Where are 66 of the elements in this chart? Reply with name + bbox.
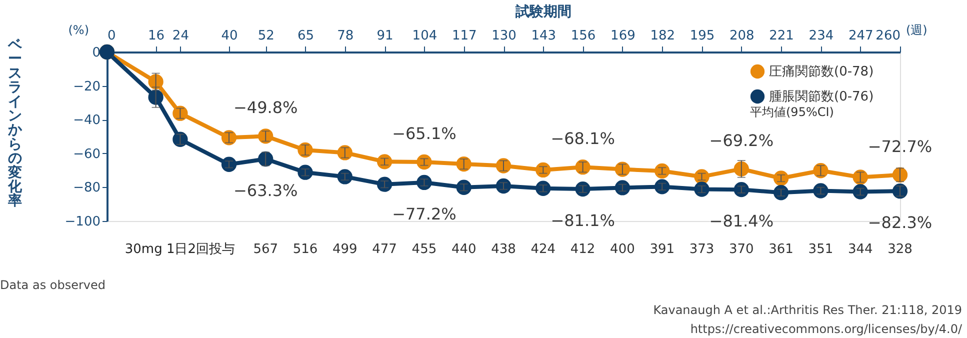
x-tick-label: 104: [412, 28, 438, 44]
legend-label: 腫脹関節数(0-76): [769, 90, 874, 104]
y-tick-label: −60: [73, 146, 100, 162]
text: 438: [491, 242, 516, 257]
point: [734, 161, 749, 177]
text: 567: [253, 242, 278, 257]
data-label: −77.2%: [392, 204, 456, 224]
x-tick-label: 247: [848, 28, 874, 44]
y-tick-label: −20: [73, 79, 100, 94]
x-tick-label: 195: [690, 28, 715, 44]
data-label: −63.3%: [233, 180, 298, 200]
data-label: −65.1%: [392, 124, 456, 144]
x-tick-label: 16: [148, 28, 165, 44]
text: 455: [412, 242, 437, 257]
text: 400: [610, 242, 635, 257]
x-tick-label: 156: [570, 28, 596, 44]
legend-label: 圧痛関節数(0-78): [769, 64, 874, 80]
text: 440: [451, 242, 476, 257]
text: 351: [808, 242, 834, 257]
x-tick-label: 130: [492, 28, 516, 44]
x-tick-label: 260: [876, 28, 900, 44]
text: 328: [888, 242, 912, 257]
text: 373: [689, 242, 714, 257]
text: 344: [848, 242, 873, 257]
data-label: −68.1%: [550, 129, 615, 148]
text: Kavanaugh A et al.:Arthritis Res Ther. 21:118, 2019: [653, 303, 962, 317]
data-label: −69.2%: [709, 130, 774, 150]
text: 477: [372, 242, 397, 257]
text: 516: [292, 242, 318, 257]
text: 361: [768, 242, 794, 257]
x-tick-label: 91: [376, 28, 394, 44]
data-label: −81.4%: [709, 212, 774, 231]
text: (%): [68, 23, 89, 37]
x-tick-label: 182: [650, 28, 676, 44]
x-tick-label: 221: [769, 28, 794, 44]
x-axis-title: 試験期間: [514, 3, 572, 20]
x-tick-label: 0: [108, 28, 116, 44]
text: (週): [906, 23, 928, 37]
annotation: 平均値(95%CI): [750, 105, 834, 119]
data-label: −49.8%: [233, 98, 298, 118]
x-tick-label: 24: [172, 28, 189, 44]
x-tick-label: 52: [258, 28, 274, 44]
text: 424: [530, 242, 556, 257]
y-tick-label: −100: [64, 214, 100, 230]
y-tick-label: −40: [73, 113, 100, 128]
data-label: −81.1%: [550, 211, 615, 230]
text: Data as observed: [0, 278, 106, 292]
x-tick-label: 169: [610, 28, 636, 44]
y-tick-label: −80: [73, 180, 100, 196]
x-tick-label: 117: [452, 28, 477, 44]
x-tick-label: 234: [808, 28, 834, 44]
text: 412: [570, 242, 596, 257]
data-label: −82.3%: [868, 213, 932, 232]
x-tick-label: 65: [297, 28, 314, 44]
text: 30mg 1日2回投与: [124, 242, 235, 257]
x-tick-label: 143: [531, 28, 556, 44]
x-tick-label: 40: [221, 28, 238, 44]
text: 499: [332, 242, 358, 257]
text: https://creativecommons.org/licenses/by/4.0/: [690, 322, 963, 336]
y-tick-label: 0: [92, 46, 100, 60]
text: 370: [728, 242, 754, 257]
text: 391: [650, 242, 675, 257]
x-tick-label: 78: [337, 28, 354, 44]
data-label: −72.7%: [868, 136, 932, 156]
x-tick-label: 208: [729, 28, 754, 44]
text: ベースラインからの変化率: [8, 37, 22, 210]
